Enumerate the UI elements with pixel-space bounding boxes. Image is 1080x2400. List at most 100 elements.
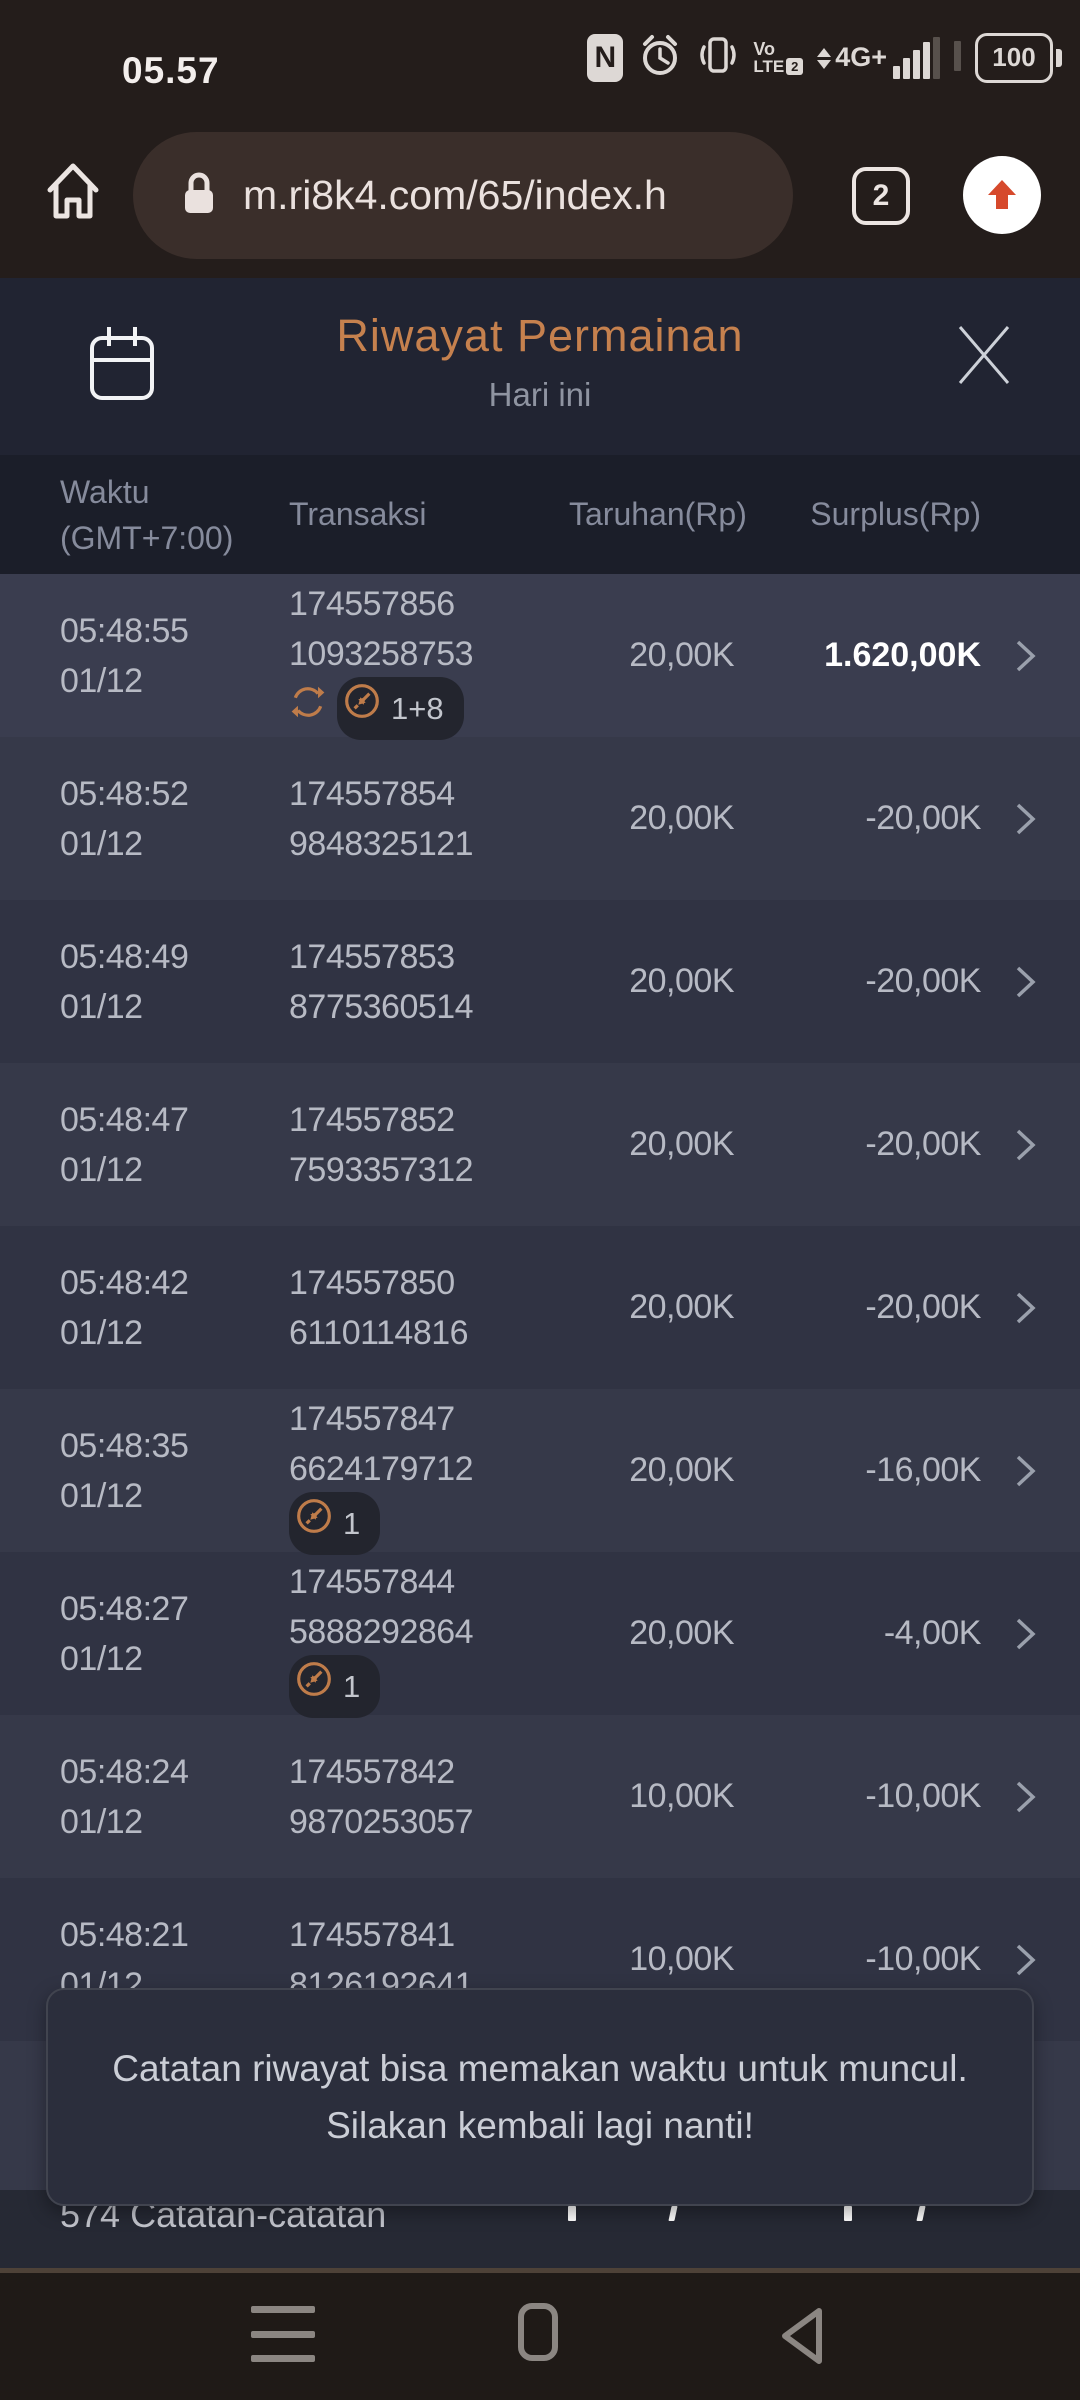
table-row[interactable]: 05:48:55 01/12 174557856 1093258753 [0,574,1080,740]
table-row[interactable]: 05:48:42 01/12 174557850 6110114816 20,0… [0,1226,1080,1389]
vibrate-icon [697,31,739,84]
column-header-time: Waktu (GMT+7:00) [60,473,234,556]
row-time: 05:48:47 [60,1100,189,1139]
tab-switcher-button[interactable]: 2 [852,167,910,225]
surplus-value: -10,00K [865,1940,981,1978]
row-id-sub: 8775360514 [289,987,474,1026]
nfc-icon: N [587,33,624,82]
url-text: m.ri8k4.com/65/index.h [243,172,667,218]
row-time: 05:48:49 [60,937,189,976]
surplus-value: -20,00K [865,962,981,1000]
row-date: 01/12 [60,1639,143,1678]
home-button[interactable] [42,152,104,232]
bet-value: 10,00K [629,1777,734,1815]
table-row[interactable]: 05:48:47 01/12 174557852 7593357312 20,0… [0,1063,1080,1226]
toast-message: Catatan riwayat bisa memakan waktu untuk… [46,1988,1034,2206]
row-date: 01/12 [60,1802,143,1841]
row-id-sub: 5888292864 [289,1612,474,1651]
chevron-right-icon [1014,964,1038,1000]
browser-toolbar: m.ri8k4.com/65/index.h 2 [0,115,1080,278]
battery-icon: 100 [975,32,1062,83]
status-bar: 05.57 N Vo LTE [0,0,1080,115]
clipped-text-fragment [916,2206,926,2221]
surplus-value: -4,00K [883,1614,982,1652]
surplus-value: 1.620,00K [824,636,981,674]
network-type-label: 4G+ [835,41,887,72]
badge-row: 1 [289,1655,569,1718]
close-button[interactable] [953,318,1015,392]
table-row[interactable]: 05:48:35 01/12 174557847 6624179712 [0,1389,1080,1555]
row-id-main: 174557856 [289,584,455,623]
table-row[interactable]: 05:48:27 01/12 174557844 5888292864 [0,1552,1080,1718]
row-date: 01/12 [60,1476,143,1515]
transfer-icon [343,682,381,735]
table-row[interactable]: 05:48:24 01/12 174557842 9870253057 10,0… [0,1715,1080,1878]
row-date: 01/12 [60,824,143,863]
chevron-right-icon [1014,1290,1038,1326]
lock-icon [181,170,217,221]
pill-count: 1 [343,1668,361,1704]
surplus-value: -20,00K [865,1288,981,1326]
calendar-button[interactable] [88,324,156,402]
row-id-sub: 9848325121 [289,824,474,863]
table-header: Waktu (GMT+7:00) Transaksi Taruhan(Rp) S… [0,455,1080,574]
row-id-sub: 6110114816 [289,1313,469,1352]
row-id-sub: 9870253057 [289,1802,474,1841]
volte-icon: Vo LTE 2 [753,40,804,75]
badge-row: 1+8 [289,677,569,740]
clipped-text-fragment [668,2206,678,2221]
menu-button[interactable] [251,2306,315,2362]
transaction-list: 05:48:55 01/12 174557856 1093258753 [0,574,1080,2190]
row-id-main: 174557841 [289,1915,455,1954]
chevron-right-icon [1014,638,1038,674]
row-time: 05:48:27 [60,1589,189,1628]
game-count-pill: 1+8 [337,677,464,740]
bet-value: 20,00K [629,962,734,1000]
bet-value: 20,00K [629,1125,734,1163]
page-title: Riwayat Permainan [336,310,744,361]
row-date: 01/12 [60,661,143,700]
surplus-value: -20,00K [865,1125,981,1163]
game-count-pill: 1 [289,1492,381,1555]
address-bar[interactable]: m.ri8k4.com/65/index.h [133,132,793,259]
signal-icon: 4G+ [817,36,940,79]
table-row[interactable]: 05:48:49 01/12 174557853 8775360514 20,0… [0,900,1080,1063]
sim2-badge: 2 [786,57,804,75]
pill-count: 1 [343,1505,361,1541]
row-id-main: 174557842 [289,1752,455,1791]
row-id-main: 174557853 [289,937,455,976]
recents-button[interactable] [518,2303,558,2361]
page-subtitle: Hari ini [488,376,592,413]
row-date: 01/12 [60,987,143,1026]
row-date: 01/12 [60,1150,143,1189]
column-header-bet: Taruhan(Rp) [569,496,747,532]
transfer-icon [295,1660,333,1713]
bet-value: 10,00K [629,1940,734,1978]
chevron-right-icon [1014,1942,1038,1978]
pill-count: 1+8 [391,690,444,726]
page-header: Riwayat Permainan Hari ini [0,278,1080,455]
row-id-main: 174557850 [289,1263,455,1302]
column-header-transaction: Transaksi [289,496,427,532]
android-nav-bar [0,2273,1080,2400]
badge-row: 1 [289,1492,569,1555]
share-upload-button[interactable] [963,156,1041,234]
chevron-right-icon [1014,801,1038,837]
row-date: 01/12 [60,1313,143,1352]
battery-level-text: 100 [975,32,1053,83]
transfer-icon [295,1497,333,1550]
row-time: 05:48:42 [60,1263,189,1302]
row-id-main: 174557844 [289,1562,455,1601]
row-id-sub: 1093258753 [289,634,474,673]
table-row[interactable]: 05:48:52 01/12 174557854 9848325121 20,0… [0,737,1080,900]
row-time: 05:48:24 [60,1752,189,1791]
clipped-text-fragment [568,2206,576,2221]
back-button[interactable] [775,2305,827,2372]
surplus-value: -10,00K [865,1777,981,1815]
game-count-pill: 1 [289,1655,381,1718]
bet-value: 20,00K [629,636,734,674]
clock-text: 05.57 [122,50,220,91]
alarm-icon [637,31,683,84]
row-time: 05:48:52 [60,774,189,813]
